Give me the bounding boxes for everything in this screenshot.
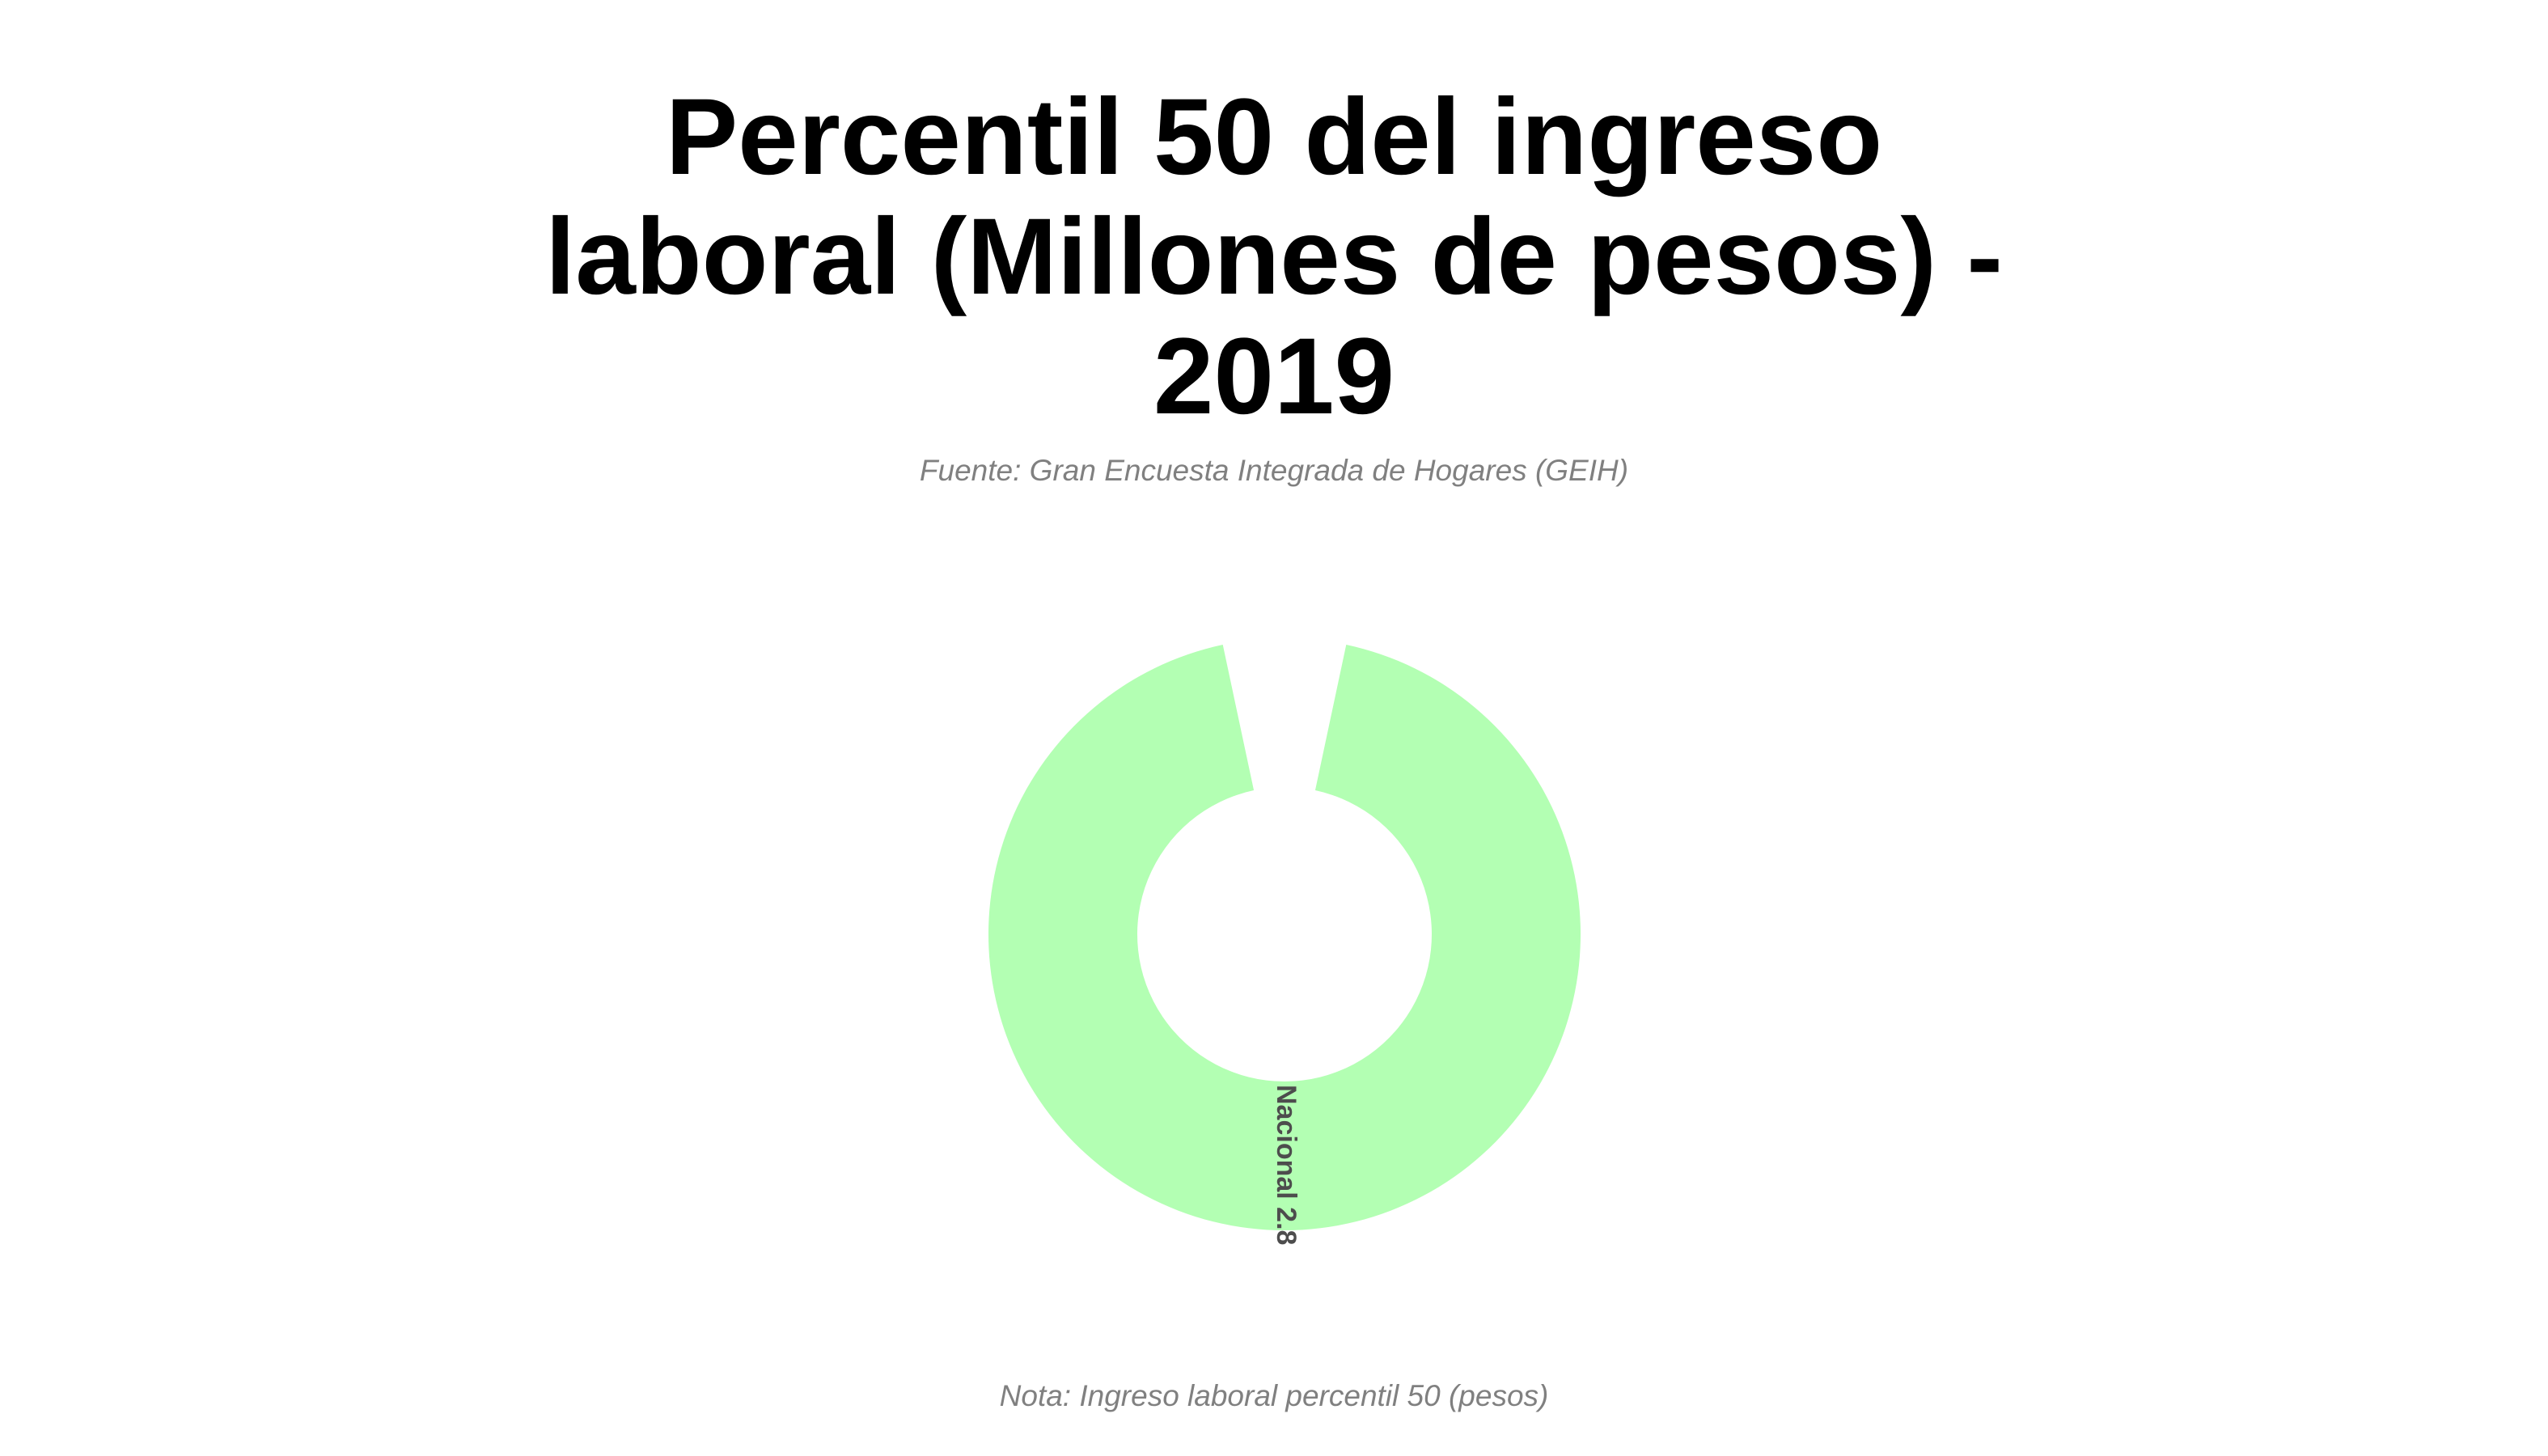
chart-note: Nota: Ingreso laboral percentil 50 (peso… [999,1379,1549,1412]
chart-subtitle: Fuente: Gran Encuesta Integrada de Hogar… [919,454,1629,487]
donut-labels: Nacional 2.8 [1271,1085,1302,1245]
slice-label-nacional: Nacional 2.8 [1271,1085,1302,1245]
donut-slice-nacional [988,645,1581,1230]
chart-title: Percentil 50 del ingreso laboral (Millon… [545,77,2003,437]
donut-slices [988,645,1581,1230]
